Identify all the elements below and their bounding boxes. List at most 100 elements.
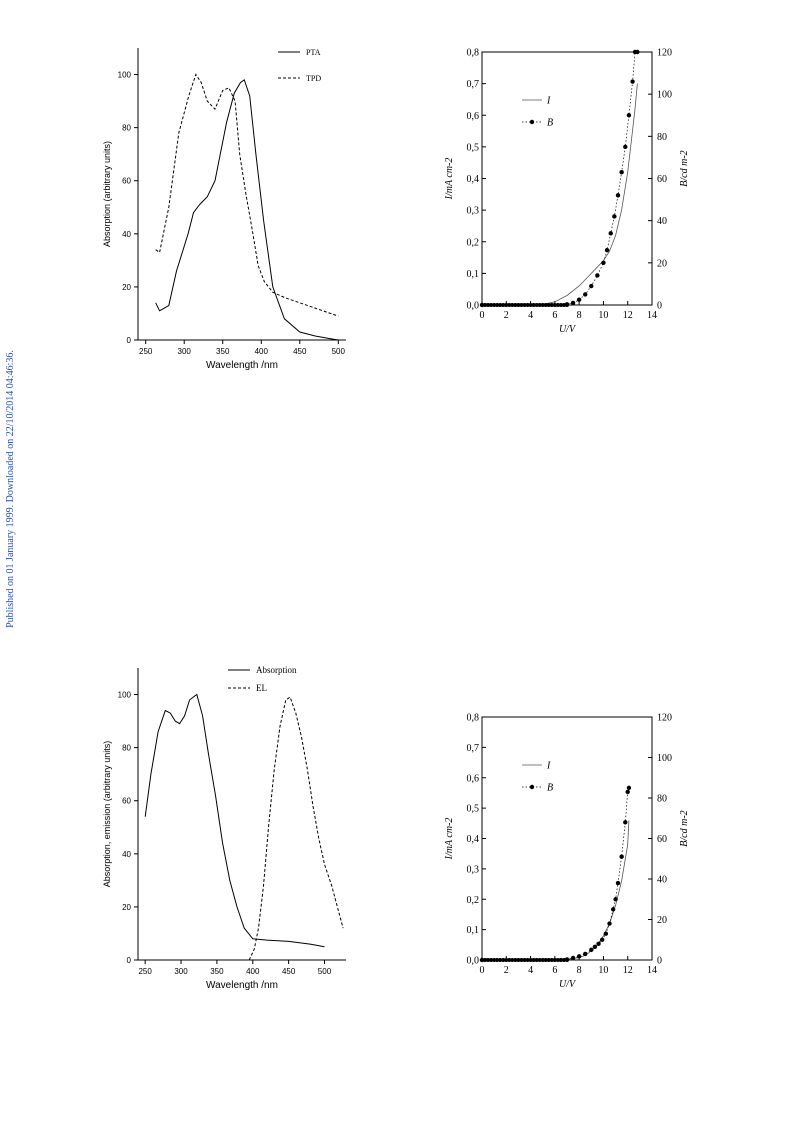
data-point xyxy=(558,303,563,307)
y-tick-label: 60 xyxy=(122,177,131,186)
data-point xyxy=(516,958,521,962)
x-tick-label: 300 xyxy=(178,347,192,356)
data-point xyxy=(552,958,557,962)
series-line-el xyxy=(248,696,344,961)
y-tick-label: 0,8 xyxy=(467,48,480,59)
data-point xyxy=(583,951,588,957)
data-point xyxy=(555,958,560,962)
data-point xyxy=(489,958,494,962)
y-tick-label: 100 xyxy=(118,691,132,700)
data-point xyxy=(607,921,612,926)
y2-tick-label: 80 xyxy=(657,794,667,805)
y-tick-label: 0 xyxy=(127,336,132,345)
data-point xyxy=(626,785,632,791)
x-tick-label: 0 xyxy=(480,965,485,976)
x-tick-label: 350 xyxy=(216,347,230,356)
chart-svg: 250 300 350 400 450 500 0 20 40 60 80 100 Wavelength… xyxy=(102,48,346,371)
data-point xyxy=(619,169,624,175)
data-point xyxy=(592,944,598,950)
y2-tick-label: 40 xyxy=(657,216,667,227)
legend-label: B xyxy=(547,118,553,129)
y2-tick-label: 80 xyxy=(657,132,667,143)
data-point xyxy=(604,247,610,253)
data-point xyxy=(531,958,536,962)
y-tick-label: 0,5 xyxy=(467,804,480,815)
data-point xyxy=(615,880,621,886)
y-tick-label: 0,5 xyxy=(467,142,480,153)
y-tick-label: 0,4 xyxy=(467,834,480,845)
legend-label: TPD xyxy=(306,74,321,83)
data-point xyxy=(510,303,515,307)
legend-label: PTA xyxy=(306,48,321,57)
chart-svg: 0 2 4 6 8 10 12 14 0,0 0,1 0,2 0,3 0,4 0,5 0,6 0,7 0,8 0 2… xyxy=(444,48,690,336)
y2-tick-label: 0 xyxy=(657,301,662,312)
data-point xyxy=(483,958,488,962)
data-point xyxy=(537,958,542,962)
data-point xyxy=(486,303,491,307)
x-tick-label: 6 xyxy=(552,310,557,321)
x-tick-label: 14 xyxy=(647,965,657,976)
y-tick-label: 0,2 xyxy=(467,895,480,906)
x-tick-label: 12 xyxy=(623,965,633,976)
series-line-i xyxy=(481,820,630,961)
data-point xyxy=(492,958,497,962)
x-tick-label: 400 xyxy=(246,967,260,976)
data-point xyxy=(546,958,551,962)
x-axis-label: U/V xyxy=(559,979,577,990)
data-point xyxy=(625,789,630,795)
data-point xyxy=(525,958,530,962)
data-point xyxy=(504,303,509,307)
y-tick-label: 0,7 xyxy=(467,743,480,754)
data-point xyxy=(555,303,560,307)
legend-label: I xyxy=(546,96,551,107)
y-tick-label: 80 xyxy=(122,124,131,133)
series-line-b xyxy=(481,51,638,306)
data-point xyxy=(561,303,566,307)
x-tick-label: 350 xyxy=(210,967,224,976)
y2-tick-label: 0 xyxy=(657,956,662,967)
data-point xyxy=(570,300,576,306)
y2-tick-label: 60 xyxy=(657,834,667,845)
y2-tick-label: 120 xyxy=(657,713,672,724)
x-tick-label: 2 xyxy=(504,965,509,976)
data-point xyxy=(589,947,594,953)
data-point xyxy=(537,303,542,307)
y-tick-label: 0,6 xyxy=(467,773,480,784)
x-tick-label: 4 xyxy=(528,310,533,321)
data-point xyxy=(561,958,566,962)
x-tick-label: 8 xyxy=(577,965,582,976)
data-point xyxy=(498,958,503,962)
data-point xyxy=(623,820,628,825)
x-tick-label: 2 xyxy=(504,310,509,321)
data-point xyxy=(540,958,545,962)
y-tick-label: 20 xyxy=(122,283,131,292)
y-axis-label: I/mA cm-2 xyxy=(444,158,455,201)
data-point xyxy=(596,941,601,946)
data-point xyxy=(519,958,524,962)
y-tick-label: 0,8 xyxy=(467,713,480,724)
data-point xyxy=(595,273,600,278)
data-point xyxy=(522,958,527,962)
x-tick-label: 6 xyxy=(552,965,557,976)
data-point xyxy=(610,907,616,912)
data-point xyxy=(486,958,491,962)
plot-frame xyxy=(481,716,653,961)
data-point xyxy=(543,958,548,962)
data-point xyxy=(513,958,518,962)
data-point xyxy=(565,303,569,307)
y2-tick-label: 40 xyxy=(657,875,667,886)
y-tick-label: 0,7 xyxy=(467,79,480,90)
data-point xyxy=(615,193,621,198)
y-tick-label: 0,3 xyxy=(467,864,480,875)
x-tick-label: 10 xyxy=(598,965,608,976)
data-point xyxy=(543,303,548,307)
data-point xyxy=(525,303,530,307)
x-tick-label: 8 xyxy=(577,310,582,321)
chart-svg: 0 2 4 6 8 10 12 14 0,0 0,1 0,2 0,3 0,4 0,5 0,6 0,7 0,8 0 2… xyxy=(444,713,690,991)
y-tick-label: 0 xyxy=(127,956,132,965)
x-axis-label: Wavelength /nm xyxy=(206,980,278,991)
y-tick-label: 0,2 xyxy=(467,237,480,248)
data-point xyxy=(498,303,503,307)
data-point xyxy=(516,303,521,307)
absorption-chart-pta-tpd: 250 300 350 400 450 500 0 20 40 60 80 100 Wavelength… xyxy=(98,40,358,375)
